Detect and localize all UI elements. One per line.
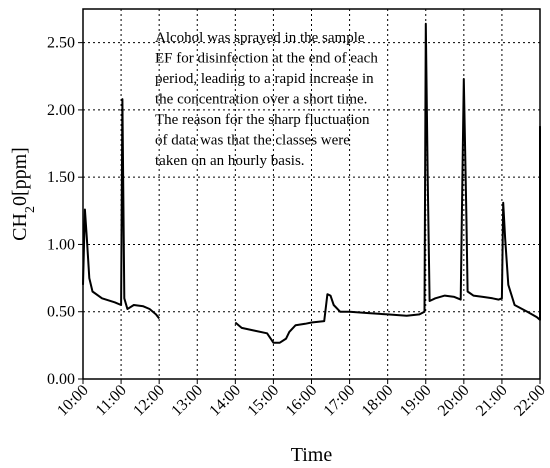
x-tick-label: 21:00 bbox=[473, 382, 511, 420]
x-tick-label: 17:00 bbox=[321, 382, 359, 420]
annotation-line: period, leading to a rapid increase in bbox=[155, 71, 374, 87]
x-tick-label: 14:00 bbox=[206, 382, 244, 420]
y-tick-label: 0.50 bbox=[47, 304, 75, 321]
y-axis-title: CH20[ppm] bbox=[9, 147, 38, 241]
x-tick-label: 16:00 bbox=[283, 382, 321, 420]
annotation-line: The reason for the sharp fluctuation bbox=[155, 112, 370, 128]
x-axis-ticks: 10:00 11:00 12:00 13:00 14:00 15:00 16:00 17:00… bbox=[54, 379, 549, 420]
x-tick-label: 11:00 bbox=[93, 382, 130, 419]
series-line-segment bbox=[234, 22, 541, 344]
x-tick-label: 15:00 bbox=[244, 382, 282, 420]
y-axis-title-main: CH bbox=[9, 213, 31, 241]
annotation-line: taken on an hourly basis. bbox=[155, 153, 305, 169]
series-layer bbox=[82, 22, 541, 344]
x-axis-title: Time bbox=[291, 444, 333, 466]
y-axis-title-rest: 0[ppm] bbox=[9, 147, 31, 206]
y-tick-label: 2.50 bbox=[47, 35, 75, 52]
y-tick-label: 1.00 bbox=[47, 236, 75, 253]
annotation-line: Alcohol was sprayed in the sample bbox=[155, 30, 365, 46]
x-tick-label: 18:00 bbox=[359, 382, 397, 420]
annotation-line: of data was that the classes were bbox=[155, 133, 350, 149]
series-line-segment bbox=[82, 98, 160, 320]
x-tick-label: 12:00 bbox=[130, 382, 168, 420]
x-tick-label: 22:00 bbox=[511, 382, 549, 420]
y-axis-ticks: 0.00 0.50 1.00 1.50 2.00 2.50 bbox=[47, 35, 83, 388]
x-tick-label: 13:00 bbox=[168, 382, 206, 420]
y-tick-label: 0.00 bbox=[47, 371, 75, 388]
x-tick-label: 19:00 bbox=[397, 382, 435, 420]
y-tick-label: 2.00 bbox=[47, 102, 75, 119]
annotation-line: the concentration over a short time. bbox=[155, 92, 367, 108]
annotation-line: EF for disinfection at the end of each bbox=[155, 51, 378, 67]
y-tick-label: 1.50 bbox=[47, 169, 75, 186]
x-tick-label: 20:00 bbox=[435, 382, 473, 420]
y-axis-title-subscript: 2 bbox=[23, 206, 38, 213]
annotation: Alcohol was sprayed in the sample EF for … bbox=[155, 30, 378, 169]
